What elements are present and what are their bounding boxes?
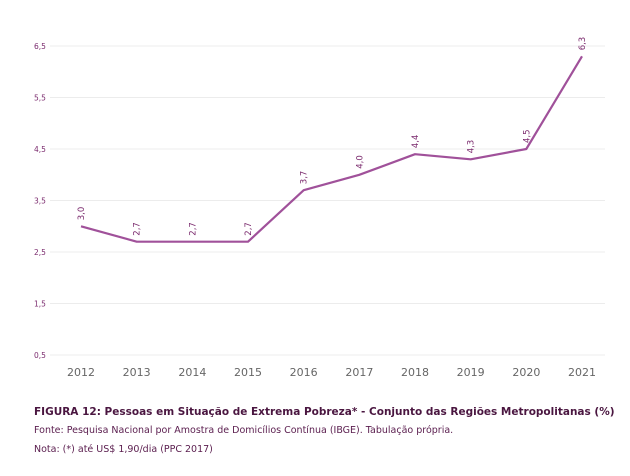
y-tick-label: 5,5 — [34, 94, 46, 103]
gridlines — [50, 45, 605, 356]
data-label: 4,0 — [355, 155, 365, 169]
data-label: 3,7 — [300, 171, 310, 185]
x-tick-label: 2016 — [290, 366, 318, 379]
x-tick-label: 2019 — [457, 366, 485, 379]
x-axis-ticks: 2012 2013 2014 2015 2016 2017 2018 2019 2020 2021 — [67, 366, 596, 379]
y-tick-label: 0,5 — [34, 351, 46, 360]
line-chart: 0,51,52,53,54,55,56,5 2012 2013 2014 2015 20… — [34, 37, 605, 379]
x-tick-label: 2012 — [67, 366, 95, 379]
x-tick-label: 2020 — [512, 366, 540, 379]
x-tick-label: 2021 — [568, 366, 596, 379]
data-label: 2,7 — [188, 222, 198, 236]
x-tick-label: 2015 — [234, 366, 262, 379]
data-label: 4,3 — [467, 140, 477, 154]
y-tick-label: 4,5 — [34, 145, 46, 154]
figure-source: Fonte: Pesquisa Nacional por Amostra de … — [34, 425, 454, 436]
x-tick-label: 2013 — [123, 366, 151, 379]
series-line — [80, 55, 583, 243]
data-label: 6,3 — [578, 37, 588, 51]
x-tick-label: 2018 — [401, 366, 429, 379]
figure-note: Nota: (*) até US$ 1,90/dia (PPC 2017) — [34, 444, 213, 455]
y-tick-label: 3,5 — [34, 197, 46, 206]
figure-title: FIGURA 12: Pessoas em Situação de Extrem… — [34, 406, 615, 418]
data-label: 4,5 — [522, 129, 532, 143]
data-label: 4,4 — [411, 135, 421, 149]
y-axis-ticks: 0,5 1,5 2,5 3,5 4,5 5,5 6,5 — [34, 42, 46, 360]
data-labels: 3,0 2,7 2,7 2,7 3,7 4,0 4,4 4,3 4,5 6,3 — [77, 37, 588, 236]
y-tick-label: 2,5 — [34, 248, 46, 257]
x-tick-label: 2014 — [178, 366, 206, 379]
y-tick-label: 6,5 — [34, 42, 46, 51]
data-label: 3,0 — [77, 207, 87, 221]
data-label: 2,7 — [244, 222, 254, 236]
y-tick-label: 1,5 — [34, 300, 46, 309]
data-label: 2,7 — [133, 222, 143, 236]
x-tick-label: 2017 — [345, 366, 373, 379]
